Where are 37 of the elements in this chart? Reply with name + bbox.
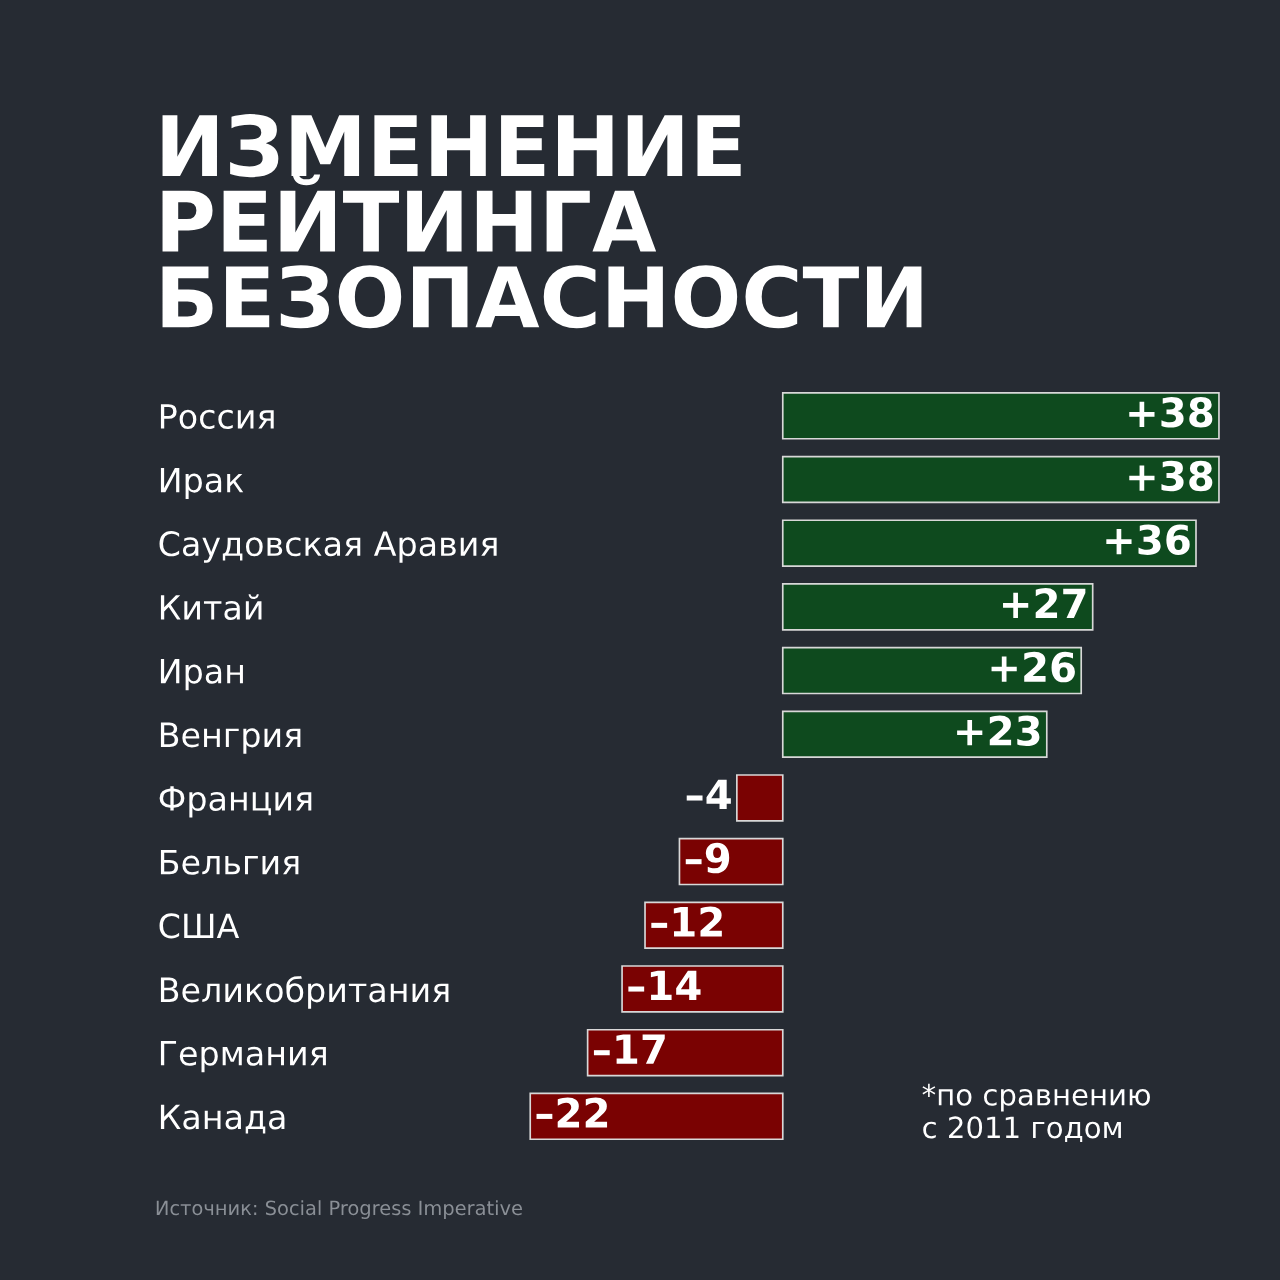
data-label: +26 [991, 651, 1075, 683]
data-label: +38 [1129, 397, 1213, 428]
bar [781, 519, 1197, 567]
data-label: –4 [686, 779, 731, 810]
data-label: +27 [1003, 588, 1086, 618]
data-label: –22 [536, 1097, 608, 1128]
bar [736, 774, 784, 822]
data-label: –12 [651, 906, 722, 937]
y-tick-label: Венгрия [160, 722, 301, 754]
chart-title: ИЗМЕНЕНИЕ РЕЙТИНГА БЕЗОПАСНОСТИ [162, 114, 922, 329]
text: Источник: Social Progress Imperative [156, 1200, 522, 1220]
bar [529, 1092, 784, 1141]
bar [586, 1028, 784, 1077]
y-tick-label: Германия [160, 1041, 326, 1073]
data-label: +36 [1106, 524, 1190, 555]
y-tick-label: Россия [160, 404, 274, 429]
y-tick-label: США [159, 913, 240, 939]
data-label: –9 [685, 842, 730, 874]
bar [781, 646, 1083, 695]
bar [781, 455, 1220, 504]
y-tick-label: Великобритания [160, 976, 449, 1009]
data-label: +38 [1129, 460, 1213, 492]
data-label: +23 [957, 715, 1040, 746]
y-tick-label: Саудовская Аравия [159, 531, 497, 563]
y-tick-label: Китай [160, 594, 262, 621]
data-label: –14 [628, 970, 701, 1001]
y-tick-label: Иран [160, 658, 243, 691]
data-label: –17 [593, 1034, 665, 1064]
y-tick-label: Франция [159, 786, 312, 818]
y-tick-label: Бельгия [160, 849, 299, 875]
y-tick-label: Ирак [160, 467, 244, 500]
bar [781, 392, 1220, 440]
annotation: *по сравнению с 2011 годом [922, 1083, 1150, 1143]
bar [781, 710, 1048, 758]
bar [621, 965, 784, 1013]
y-tick-label: Канада [160, 1104, 285, 1134]
bar [781, 583, 1094, 631]
